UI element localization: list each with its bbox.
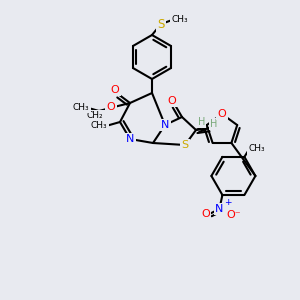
Text: CH₃: CH₃ (91, 122, 107, 130)
Text: O: O (111, 85, 119, 95)
Text: H: H (210, 119, 218, 129)
Text: O: O (168, 96, 176, 106)
Text: O⁻: O⁻ (226, 210, 241, 220)
Text: O: O (201, 209, 210, 219)
Text: CH₃: CH₃ (73, 103, 89, 112)
Text: N: N (215, 204, 224, 214)
Text: O: O (218, 109, 226, 119)
Text: O: O (106, 102, 116, 112)
Text: +: + (224, 199, 231, 208)
Text: CH₃: CH₃ (248, 144, 265, 153)
Text: S: S (157, 17, 165, 31)
Text: N: N (161, 120, 169, 130)
Text: CH₃: CH₃ (172, 14, 188, 23)
Text: H: H (198, 116, 205, 127)
Text: CH₂: CH₂ (87, 112, 103, 121)
Text: S: S (182, 140, 189, 150)
Text: N: N (126, 134, 134, 144)
